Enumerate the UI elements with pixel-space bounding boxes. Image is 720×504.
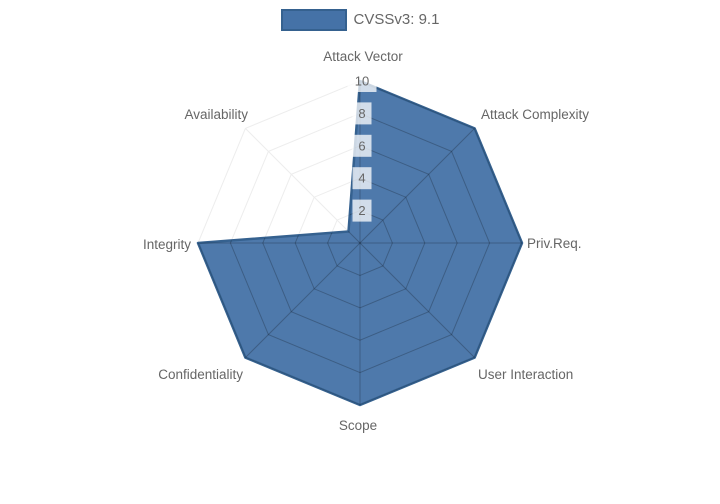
axis-label-confidentiality: Confidentiality [158, 367, 243, 382]
tick-label: 10 [355, 74, 369, 89]
axis-line [245, 128, 361, 244]
legend-label: CVSSv3: 9.1 [353, 11, 440, 28]
tick-label: 4 [358, 171, 365, 186]
tick-backdrop [352, 102, 372, 125]
tick-backdrop [352, 199, 372, 222]
tick-label: 6 [358, 138, 365, 153]
tick-label: 8 [358, 106, 365, 121]
tick-backdrop [347, 70, 377, 92]
axis-line [359, 128, 475, 244]
axis-label-attack-vector: Attack Vector [323, 49, 403, 64]
axis-label-availability: Availability [184, 107, 248, 122]
tick-layer: 10 8 6 4 2 [347, 70, 377, 222]
data-polygon [196, 79, 524, 407]
tick-backdrop [352, 134, 372, 157]
axis-label-scope: Scope [339, 418, 377, 433]
data-layer [196, 79, 524, 407]
tick-backdrop [352, 167, 372, 190]
axis-label-attack-complexity: Attack Complexity [481, 107, 589, 122]
axis-label-user-interaction: User Interaction [478, 367, 573, 382]
axis-label-integrity: Integrity [143, 237, 191, 252]
label-layer: Attack Vector Attack Complexity Priv.Req. U… [143, 49, 589, 433]
tick-label: 2 [358, 203, 365, 218]
axis-line [245, 242, 361, 358]
axis-label-priv-req: Priv.Req. [527, 236, 582, 251]
axis-line [359, 242, 475, 358]
legend[interactable]: CVSSv3: 9.1 [0, 9, 720, 31]
legend-swatch [280, 9, 347, 31]
